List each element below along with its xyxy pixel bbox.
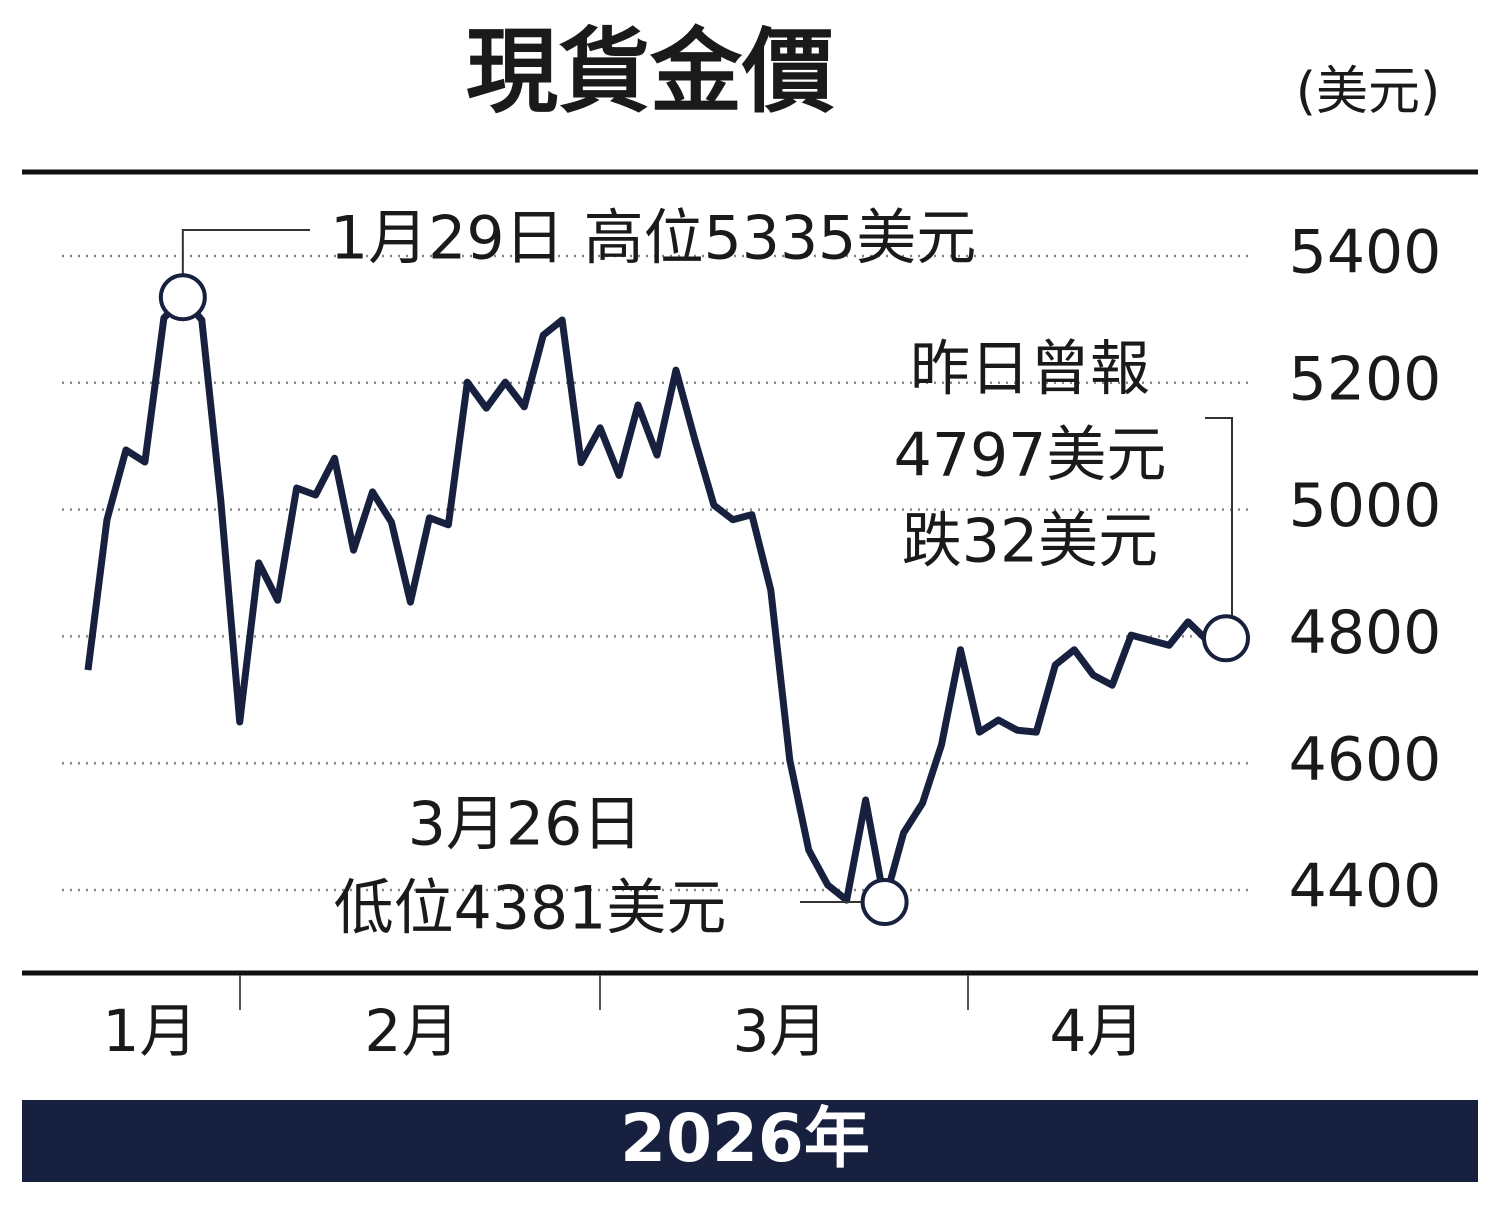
- x-axis-title: 2026年: [620, 1100, 870, 1177]
- unit-label: (美元): [1296, 62, 1441, 122]
- highlight-point: [1202, 614, 1250, 663]
- annotation: 跌32美元: [902, 507, 1158, 577]
- x-tick-label: 1月: [103, 997, 198, 1065]
- x-tick-label: 4月: [1050, 997, 1145, 1065]
- y-tick-label: 4600: [1289, 725, 1442, 795]
- y-tick-label: 4800: [1289, 598, 1442, 668]
- y-tick-label: 5200: [1289, 344, 1442, 414]
- y-tick-label: 5400: [1289, 218, 1442, 288]
- x-tick-label: 2月: [365, 997, 460, 1065]
- chart-title: 現貨金價: [466, 18, 834, 125]
- highlight-point: [860, 878, 909, 927]
- x-tick-label: 3月: [733, 997, 828, 1065]
- leader-line: [181, 229, 310, 276]
- y-tick-label: 4400: [1289, 852, 1442, 922]
- annotation: 3月26日: [408, 790, 643, 860]
- year-bar: [22, 1100, 1478, 1182]
- leader-line: [1205, 417, 1233, 617]
- highlight-point: [158, 273, 207, 322]
- annotation: 昨日曾報: [910, 335, 1150, 405]
- annotation: 4797美元: [894, 421, 1167, 491]
- price-line: [84, 293, 1227, 906]
- annotation: 1月29日 高位5335美元: [330, 204, 976, 274]
- y-tick-label: 5000: [1289, 471, 1442, 541]
- annotation: 低位4381美元: [334, 874, 727, 944]
